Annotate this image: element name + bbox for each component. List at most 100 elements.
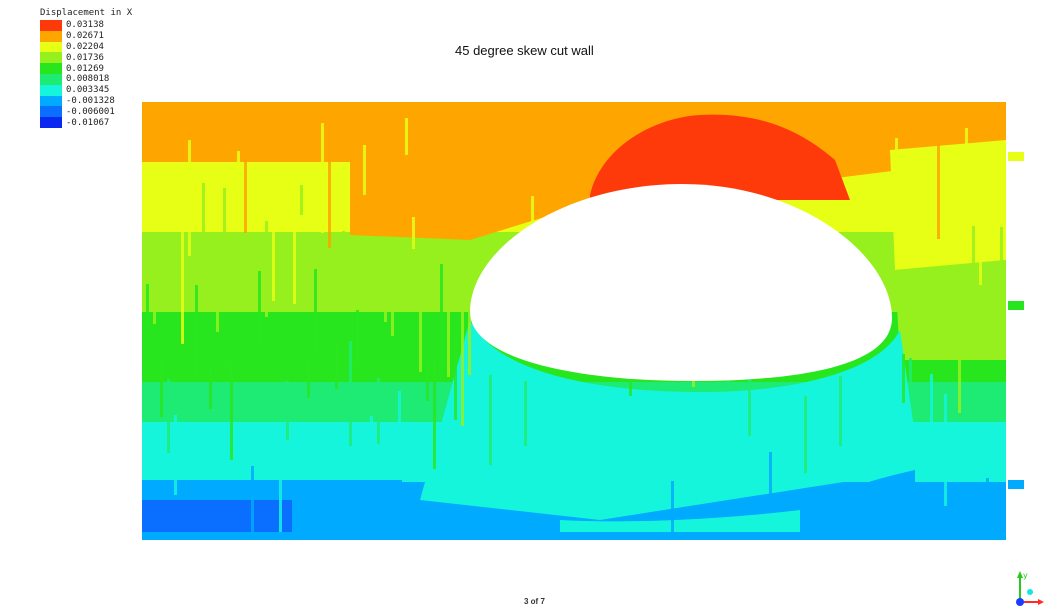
mesh-stripe (804, 396, 807, 473)
legend-title: Displacement in X (40, 8, 133, 18)
mesh-stripe (258, 271, 261, 341)
triad-y-label: y (1023, 571, 1028, 580)
legend-value: -0.006001 (66, 106, 115, 117)
legend-swatch (40, 73, 62, 85)
mesh-stripe (909, 358, 912, 396)
mesh-stripe (902, 354, 905, 403)
mesh-stripe (944, 394, 947, 506)
legend-item: 0.02671 (40, 30, 132, 42)
legend-swatch (40, 30, 62, 42)
legend-item: -0.01067 (40, 117, 132, 128)
mesh-stripe (986, 478, 989, 539)
mesh-stripe (181, 230, 184, 344)
side-marker-green (1008, 301, 1024, 310)
mesh-stripe (930, 374, 933, 482)
mesh-stripe (916, 290, 919, 320)
legend-value: 0.03138 (66, 20, 104, 31)
side-marker-blue (1008, 480, 1024, 489)
legend-swatch (40, 106, 62, 118)
legend-value: 0.003345 (66, 85, 110, 96)
contour-region (890, 140, 1006, 270)
mesh-stripe (419, 294, 422, 372)
mesh-stripe (468, 275, 471, 375)
mesh-stripe (405, 118, 408, 155)
legend-item: 0.03138 (40, 20, 132, 31)
mesh-stripe (335, 339, 338, 389)
legend-item: 0.01736 (40, 52, 132, 64)
mesh-stripe (384, 292, 387, 322)
legend-value: 0.01736 (66, 52, 104, 63)
side-marker-yellow (1008, 152, 1024, 161)
legend-item: -0.006001 (40, 106, 132, 118)
legend-value: -0.001328 (66, 95, 115, 106)
legend-swatch (40, 95, 62, 107)
mesh-stripe (524, 381, 527, 446)
mesh-stripe (958, 298, 961, 413)
mesh-stripe (391, 276, 394, 336)
legend-swatch (40, 20, 62, 31)
mesh-stripe (160, 362, 163, 417)
axis-triad-icon: y (1016, 571, 1044, 606)
mesh-stripe (972, 226, 975, 285)
legend-value: -0.01067 (66, 117, 110, 128)
contour-region (895, 260, 1006, 360)
mesh-stripe (454, 333, 457, 420)
legend-swatch (40, 41, 62, 53)
mesh-stripe (769, 452, 772, 512)
mesh-stripe (195, 285, 198, 375)
mesh-stripe (251, 466, 254, 535)
legend-swatch (40, 52, 62, 64)
mesh-stripe (209, 366, 212, 409)
mesh-stripe (223, 188, 226, 260)
mesh-stripe (398, 391, 401, 445)
mesh-stripe (272, 194, 275, 301)
legend-rows: 0.03138 0.02671 0.02204 0.01736 0.01269 0.008… (40, 20, 132, 128)
plot-title: 45 degree skew cut wall (455, 43, 594, 58)
mesh-stripe (342, 231, 345, 268)
legend-item: 0.02204 (40, 41, 132, 53)
mesh-stripe (216, 295, 219, 332)
mesh-stripe (230, 362, 233, 460)
mesh-stripe (237, 151, 240, 221)
mesh-stripe (244, 142, 247, 233)
mesh-stripe (286, 381, 289, 440)
mesh-stripe (671, 481, 674, 539)
mesh-stripe (881, 392, 884, 470)
mesh-stripe (363, 145, 366, 195)
legend-swatch (40, 84, 62, 96)
legend-value: 0.02204 (66, 41, 104, 52)
mesh-stripe (482, 420, 485, 483)
mesh-stripe (153, 287, 156, 324)
legend-item: 0.01269 (40, 63, 132, 74)
mesh-stripe (167, 379, 170, 453)
mesh-stripe (300, 185, 303, 215)
mesh-stripes (146, 118, 1003, 539)
mesh-stripe (426, 361, 429, 401)
contour-region (590, 114, 850, 200)
contour-band (142, 500, 292, 535)
mesh-stripe (370, 416, 373, 460)
mesh-stripe (188, 140, 191, 256)
legend-value: 0.01269 (66, 63, 104, 74)
contour-region (560, 510, 800, 535)
legend-swatch (40, 63, 62, 74)
legend-item: 0.008018 (40, 73, 132, 85)
mesh-stripe (489, 375, 492, 465)
legend-swatch (40, 117, 62, 128)
mesh-stripe (461, 309, 464, 426)
wall-bottom-edge (142, 532, 1006, 540)
mesh-stripe (321, 123, 324, 233)
mesh-stripe (314, 269, 317, 351)
contour-region (420, 320, 920, 520)
contour-region (780, 470, 915, 535)
mesh-stripe (202, 183, 205, 253)
mesh-stripe (279, 439, 282, 536)
mesh-stripe (993, 155, 996, 214)
mesh-stripe (979, 208, 982, 285)
mesh-stripe (356, 310, 359, 365)
legend-value: 0.02671 (66, 31, 104, 42)
page-counter: 3 of 7 (524, 597, 545, 606)
mesh-stripe (377, 378, 380, 444)
